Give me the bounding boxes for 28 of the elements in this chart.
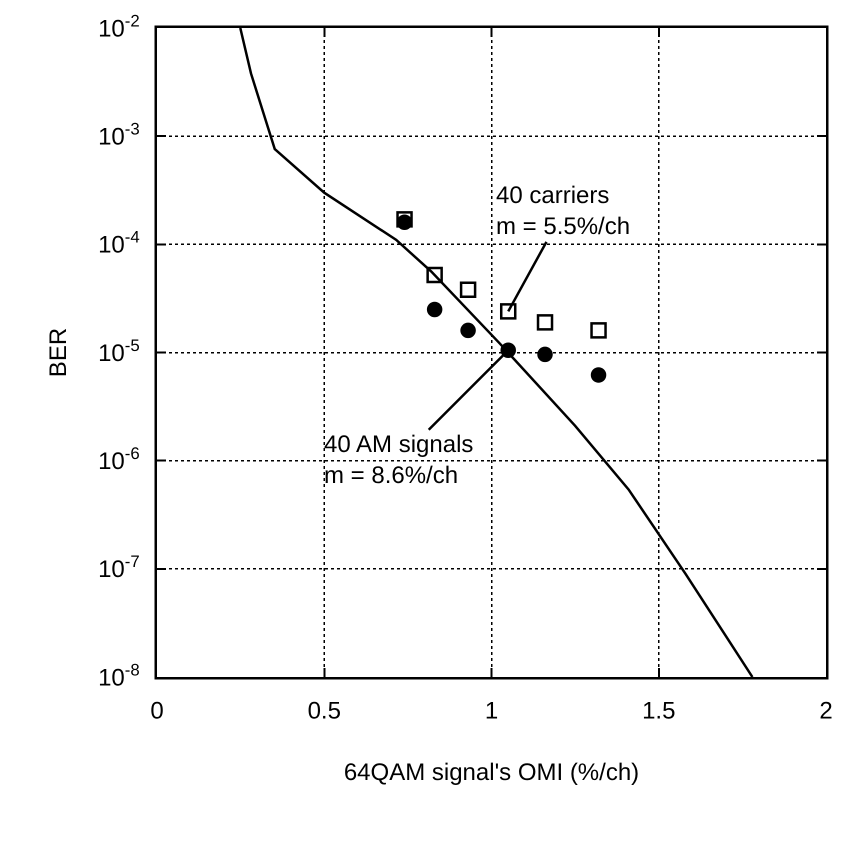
point (500, 342, 516, 358)
point (500, 303, 516, 320)
point (396, 211, 413, 228)
x-tick-label: 1 (484, 697, 498, 724)
x-tick-label: 2 (819, 697, 833, 724)
point (536, 314, 554, 331)
point (590, 367, 606, 383)
point (460, 282, 476, 298)
x-tick-label: 1.5 (642, 697, 676, 724)
point (396, 214, 412, 230)
y-axis-title: BER (44, 328, 72, 378)
y-tick-label: 10$^{-3}$ (98, 119, 140, 151)
x-tick-label: 0 (150, 697, 164, 724)
y-tick-label: 10$^{-7}$ (98, 552, 140, 584)
x-axis-title: 64QAM signal's OMI (%/ch) (344, 758, 640, 786)
point (426, 302, 442, 318)
point (537, 346, 553, 362)
y-tick-label: 10$^{-4}$ (98, 228, 140, 259)
y-tick-label: 10$^{-6}$ (98, 444, 140, 476)
y-tick-label: 10$^{-8}$ (98, 660, 140, 692)
point (460, 322, 476, 338)
annotation: 40 AM signals m = 8.6%/ch (324, 431, 474, 490)
y-tick-label: 10$^{-2}$ (98, 11, 140, 42)
point (590, 322, 607, 339)
point (426, 266, 443, 284)
annotation: 40 carriers m = 5.5%/ch (496, 182, 630, 240)
y-tick-label: 10$^{-5}$ (98, 336, 140, 367)
x-tick-label: 0.5 (308, 697, 341, 724)
